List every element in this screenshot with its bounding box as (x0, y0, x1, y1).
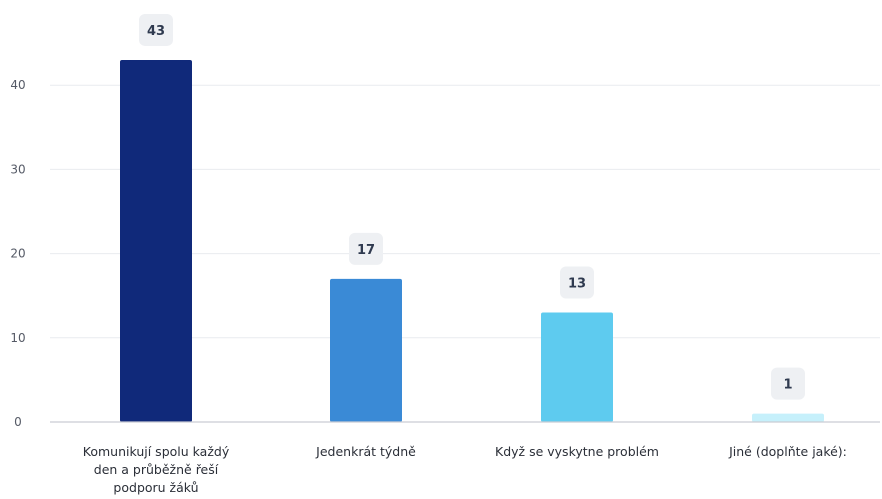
data-label: 43 (147, 24, 165, 39)
bar-2[interactable] (330, 278, 402, 422)
y-tick-label: 40 (10, 78, 25, 92)
data-label: 17 (357, 243, 375, 258)
x-tick-label: Když se vyskytne problém (495, 444, 659, 459)
x-tick-label-line: Jedenkrát týdně (315, 444, 416, 459)
x-tick-label-line: Jiné (doplňte jaké): (728, 444, 847, 459)
x-tick-label-line: Komunikují spolu každý (83, 444, 230, 459)
y-tick-label: 20 (10, 247, 25, 261)
data-label-box (560, 266, 594, 299)
x-tick-label: Jedenkrát týdně (315, 444, 416, 459)
x-tick-label-line: Když se vyskytne problém (495, 444, 659, 459)
data-label: 13 (568, 277, 586, 292)
bar-3[interactable] (541, 312, 613, 422)
y-tick-label: 30 (10, 162, 25, 176)
x-tick-label-line: den a průběžně řeší (94, 462, 219, 477)
x-tick-label: Jiné (doplňte jaké): (728, 444, 847, 459)
y-tick-label: 10 (10, 331, 25, 345)
x-tick-label: Komunikují spolu každý den a průběžně řeš… (83, 444, 230, 495)
y-tick-label: 0 (14, 415, 22, 429)
data-label-box (771, 367, 805, 400)
bar-1[interactable] (120, 59, 192, 422)
data-label-box (349, 232, 383, 265)
labels: 0 10 20 30 40 43 Komunikují spolu každý den a p… (10, 13, 847, 495)
data-label-box (139, 13, 173, 46)
bars (120, 59, 824, 422)
x-tick-label-line: podporu žáků (113, 480, 198, 495)
bar-4[interactable] (752, 413, 824, 422)
data-label: 1 (783, 378, 792, 393)
